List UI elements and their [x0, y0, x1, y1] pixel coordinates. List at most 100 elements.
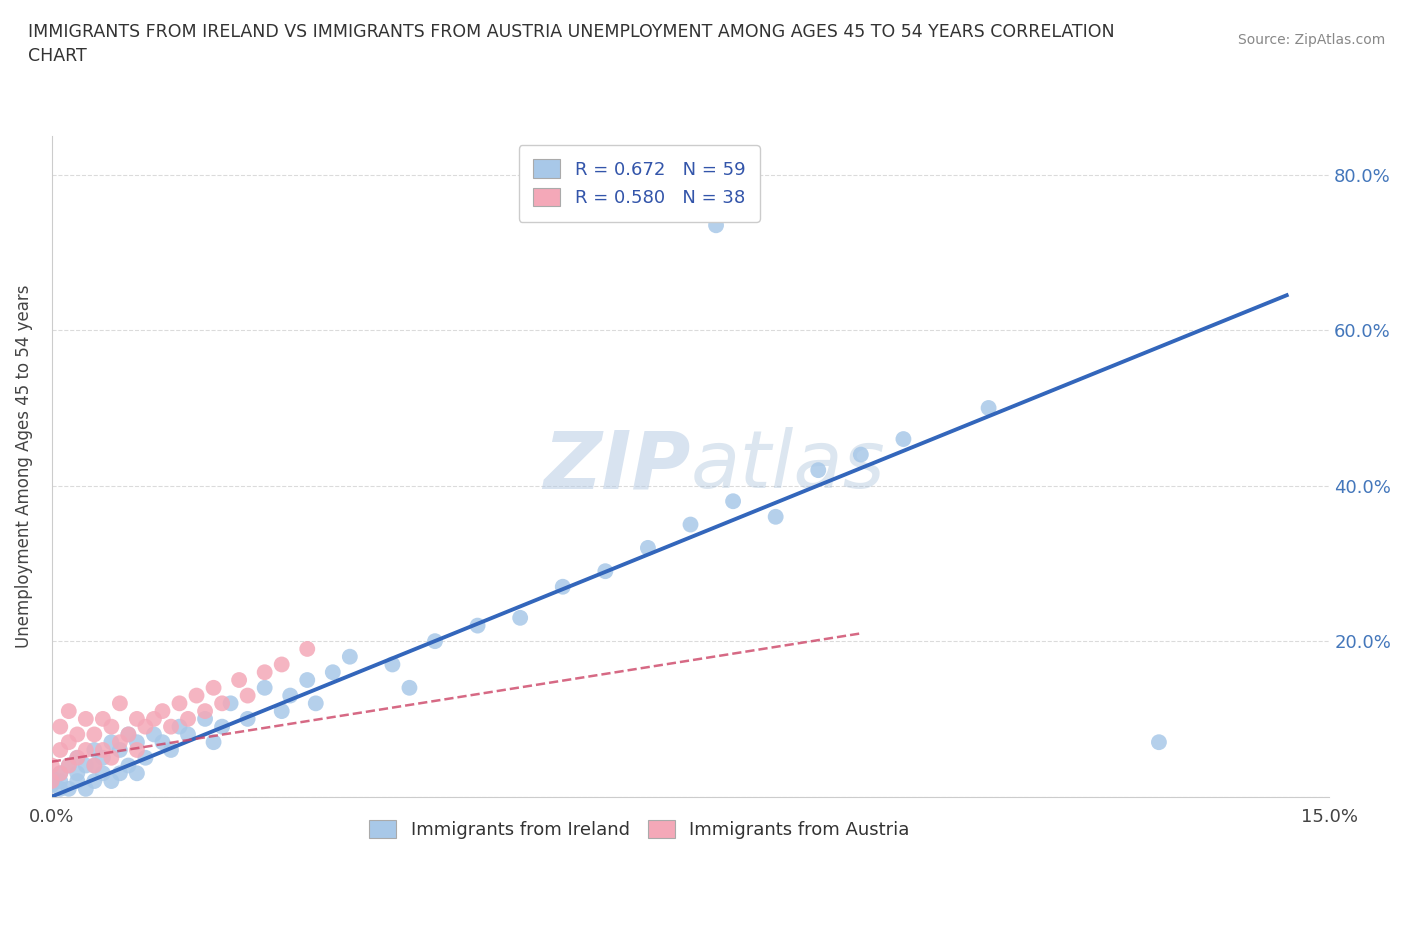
- Point: [169, 719, 191, 734]
- Point: [679, 517, 702, 532]
- Point: [1147, 735, 1170, 750]
- Point: [100, 774, 122, 789]
- Point: [278, 688, 301, 703]
- Point: [270, 657, 292, 671]
- Point: [66, 727, 89, 742]
- Point: [125, 742, 148, 757]
- Point: [100, 719, 122, 734]
- Point: [339, 649, 361, 664]
- Point: [100, 735, 122, 750]
- Point: [270, 704, 292, 719]
- Point: [41, 777, 63, 792]
- Point: [75, 742, 97, 757]
- Point: [91, 751, 114, 765]
- Point: [108, 735, 131, 750]
- Point: [637, 540, 659, 555]
- Point: [297, 642, 319, 657]
- Point: [160, 719, 183, 734]
- Point: [807, 463, 830, 478]
- Point: [58, 758, 80, 773]
- Point: [108, 696, 131, 711]
- Point: [551, 579, 574, 594]
- Point: [595, 564, 617, 578]
- Text: atlas: atlas: [690, 427, 886, 505]
- Point: [177, 711, 200, 726]
- Point: [66, 751, 89, 765]
- Point: [49, 774, 72, 789]
- Y-axis label: Unemployment Among Ages 45 to 54 years: Unemployment Among Ages 45 to 54 years: [15, 285, 32, 648]
- Point: [467, 618, 489, 633]
- Point: [108, 766, 131, 781]
- Point: [58, 781, 80, 796]
- Point: [108, 742, 131, 757]
- Point: [202, 735, 225, 750]
- Text: IMMIGRANTS FROM IRELAND VS IMMIGRANTS FROM AUSTRIA UNEMPLOYMENT AMONG AGES 45 TO: IMMIGRANTS FROM IRELAND VS IMMIGRANTS FR…: [28, 23, 1115, 65]
- Point: [152, 704, 174, 719]
- Point: [117, 727, 139, 742]
- Point: [322, 665, 344, 680]
- Point: [75, 758, 97, 773]
- Point: [125, 766, 148, 781]
- Point: [41, 774, 63, 789]
- Point: [58, 735, 80, 750]
- Point: [721, 494, 744, 509]
- Point: [186, 688, 208, 703]
- Point: [91, 766, 114, 781]
- Legend: Immigrants from Ireland, Immigrants from Austria: Immigrants from Ireland, Immigrants from…: [354, 805, 924, 854]
- Point: [704, 218, 727, 232]
- Point: [142, 711, 165, 726]
- Point: [219, 696, 242, 711]
- Point: [202, 681, 225, 696]
- Point: [83, 742, 105, 757]
- Point: [398, 681, 420, 696]
- Point: [134, 719, 156, 734]
- Point: [49, 766, 72, 781]
- Point: [977, 401, 1000, 416]
- Point: [58, 758, 80, 773]
- Point: [194, 704, 217, 719]
- Point: [83, 727, 105, 742]
- Point: [83, 774, 105, 789]
- Point: [211, 719, 233, 734]
- Point: [66, 766, 89, 781]
- Point: [236, 711, 259, 726]
- Point: [297, 672, 319, 687]
- Point: [49, 781, 72, 796]
- Point: [305, 696, 328, 711]
- Point: [142, 727, 165, 742]
- Point: [100, 751, 122, 765]
- Point: [49, 766, 72, 781]
- Point: [49, 719, 72, 734]
- Point: [83, 758, 105, 773]
- Point: [134, 751, 156, 765]
- Point: [765, 510, 787, 525]
- Text: ZIP: ZIP: [543, 427, 690, 505]
- Point: [49, 742, 72, 757]
- Point: [509, 610, 531, 625]
- Point: [211, 696, 233, 711]
- Point: [423, 633, 446, 648]
- Point: [194, 711, 217, 726]
- Point: [75, 781, 97, 796]
- Point: [41, 770, 63, 785]
- Point: [253, 681, 276, 696]
- Point: [236, 688, 259, 703]
- Point: [117, 727, 139, 742]
- Point: [169, 696, 191, 711]
- Point: [66, 774, 89, 789]
- Point: [83, 758, 105, 773]
- Point: [117, 758, 139, 773]
- Point: [849, 447, 872, 462]
- Point: [177, 727, 200, 742]
- Point: [253, 665, 276, 680]
- Point: [58, 704, 80, 719]
- Point: [160, 742, 183, 757]
- Point: [41, 758, 63, 773]
- Point: [228, 672, 250, 687]
- Point: [381, 657, 404, 671]
- Point: [66, 751, 89, 765]
- Point: [75, 711, 97, 726]
- Point: [152, 735, 174, 750]
- Point: [125, 711, 148, 726]
- Point: [893, 432, 915, 446]
